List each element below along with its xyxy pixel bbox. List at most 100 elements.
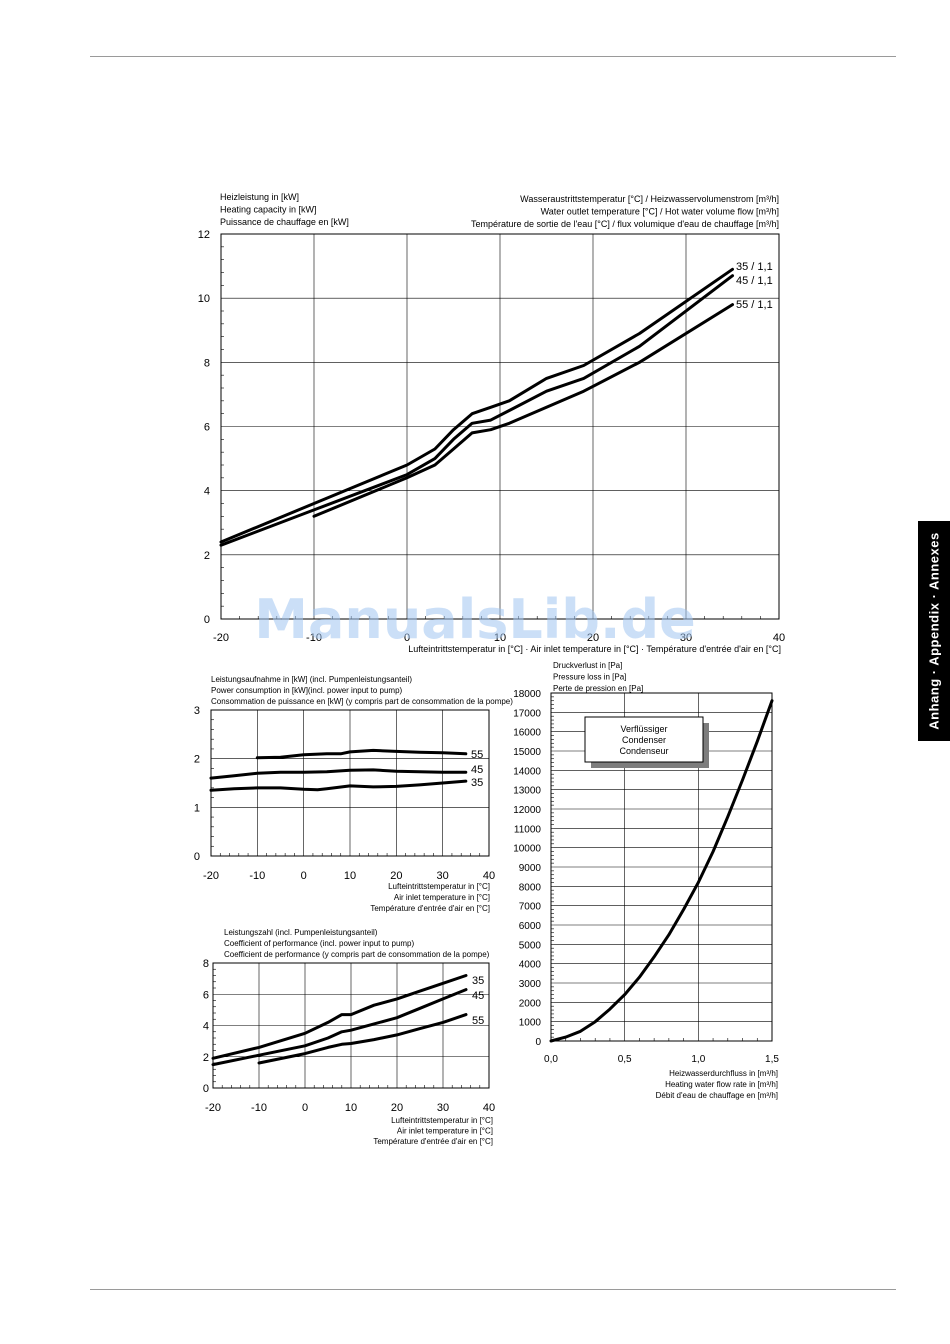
chart4-legend-box-label: Condenser [622,735,666,745]
chart4-xtick-label: 0,0 [544,1054,558,1065]
chart4-ytick-label: 16000 [513,728,541,739]
chart1-series-label-1: 35 / 1,1 [736,261,773,273]
chart4-xtick-label: 0,5 [618,1054,632,1065]
chart4-ytick-label: 17000 [513,708,541,719]
chart2-ytick-label: 1 [194,802,200,814]
chart1-series-label-3: 55 / 1,1 [736,299,773,311]
chart1-legend-title: Water outlet temperature [°C] / Hot wate… [541,207,779,217]
chart2-series-line-1 [255,748,468,760]
chart4-xlabel: Heating water flow rate in [m³/h] [665,1080,778,1089]
chart2-xtick-label: -20 [203,870,219,882]
chart1-xtick-label: 0 [404,632,410,644]
chart1-ytick-label: 8 [204,357,210,369]
chart3-xtick-label: 20 [391,1102,403,1114]
chart4-legend-box [584,716,704,763]
chart1-ylabel: Heating capacity in [kW] [220,205,317,215]
chart2-ytick-label: 0 [194,851,200,863]
chart3-ytick-label: 2 [203,1052,209,1064]
chart2-xlabel: Air inlet temperature in [°C] [394,893,490,902]
chart4-ytick-label: 3000 [519,979,542,990]
chart1-xtick-label: 30 [680,632,692,644]
chart2-series-label-1: 55 [471,749,483,761]
chart2-series-line-3 [209,779,468,792]
chart4-ylabel: Perte de pression en [Pa] [553,684,643,693]
chart4-ytick-label: 15000 [513,747,541,758]
chart2-xlabel: Lufteintrittstemperatur in [°C] [388,882,490,891]
chart4-ytick-label: 2000 [519,998,542,1009]
chart3-ylabel: Coefficient de performance (y compris pa… [224,950,490,959]
chart4-ytick-label: 8000 [519,882,542,893]
chart4-xtick-label: 1,0 [691,1054,705,1065]
chart1-ytick-label: 2 [204,550,210,562]
chart3-ytick-label: 8 [203,958,209,970]
chart4-ytick-label: 13000 [513,786,541,797]
chart2-xtick-label: 20 [390,870,402,882]
chart4-xlabel: Heizwasserdurchfluss in [m³/h] [669,1069,778,1078]
chart3-xtick-label: 10 [345,1102,357,1114]
chart2-xtick-label: 0 [301,870,307,882]
section-tab[interactable]: Anhang · Appendix · Annexes [918,521,950,741]
chart3-series-label-1: 35 [472,975,484,987]
chart1-series-line-1 [219,267,734,544]
chart2-ylabel: Power consumption in [kW](incl. power in… [211,686,403,695]
chart4-ytick-label: 14000 [513,766,541,777]
chart4-ytick-label: 6000 [519,921,542,932]
chart2-xtick-label: 30 [437,870,449,882]
chart2-ytick-label: 3 [194,705,200,717]
chart1-xtick-label: 40 [773,632,785,644]
chart4-ytick-label: 4000 [519,960,542,971]
chart1-series-line-2 [219,274,734,547]
chart1-series-line-3 [312,303,734,518]
chart3-xtick-label: 40 [483,1102,495,1114]
chart2-xtick-label: 10 [344,870,356,882]
chart1-legend-title: Température de sortie de l'eau [°C] / fl… [471,219,779,229]
chart4-xtick-label: 1,5 [765,1054,779,1065]
chart3-ytick-label: 6 [203,989,209,1001]
chart4-ytick-label: 9000 [519,863,542,874]
chart1-ylabel: Puissance de chauffage en [kW] [220,217,349,227]
chart2-ylabel: Leistungsaufnahme in [kW] (incl. Pumpenl… [211,675,412,684]
chart3-xtick-label: -20 [205,1102,221,1114]
chart1-ylabel: Heizleistung in [kW] [220,192,299,202]
chart4-series-line-1 [549,699,774,1043]
chart2-series-label-2: 45 [471,764,483,776]
chart1-xtick-label: 10 [494,632,506,644]
chart1-series-label-2: 45 / 1,1 [736,275,773,287]
chart1-xtick-label: -20 [213,632,229,644]
chart3-xtick-label: -10 [251,1102,267,1114]
chart3-xtick-label: 30 [437,1102,449,1114]
chart1-ytick-label: 4 [204,486,210,498]
chart4-ytick-label: 1000 [519,1018,542,1029]
chart4-ytick-label: 7000 [519,902,542,913]
chart1-xtick-label: 20 [587,632,599,644]
chart4-xlabel: Débit d'eau de chauffage en [m³/h] [656,1091,778,1100]
chart3-xtick-label: 0 [302,1102,308,1114]
chart3-ytick-label: 0 [203,1083,209,1095]
top-rule [90,56,896,57]
chart3-series-line-3 [257,1013,468,1065]
chart1-ytick-label: 12 [198,229,210,241]
chart4-ylabel: Druckverlust in [Pa] [553,661,622,670]
chart3-ylabel: Leistungszahl (incl. Pumpenleistungsante… [224,928,378,937]
chart3-xlabel: Température d'entrée d'air en [°C] [373,1137,493,1146]
chart2-series-label-3: 35 [471,777,483,789]
chart3-xlabel: Air inlet temperature in [°C] [397,1127,493,1136]
chart4-ytick-label: 0 [535,1037,541,1048]
chart3-xlabel: Lufteintrittstemperatur in [°C] [391,1116,493,1125]
chart4-ytick-label: 5000 [519,940,542,951]
chart3-series-line-1 [211,974,468,1060]
chart1-ytick-label: 10 [198,293,210,305]
chart3-ytick-label: 4 [203,1021,209,1033]
chart2-series-line-2 [209,768,468,780]
chart1-xtick-label: -10 [306,632,322,644]
chart4-ytick-label: 12000 [513,805,541,816]
chart2-xlabel: Température d'entrée d'air en [°C] [370,904,490,913]
chart4-ytick-label: 10000 [513,844,541,855]
chart2-ylabel: Consommation de puissance en [kW] (y com… [211,697,513,706]
chart2-xtick-label: -10 [249,870,265,882]
chart3-series-label-3: 55 [472,1015,484,1027]
chart4-legend-box-label: Condenseur [619,746,668,756]
chart4-legend-box-label: Verflüssiger [620,724,667,734]
chart3-series-label-2: 45 [472,990,484,1002]
